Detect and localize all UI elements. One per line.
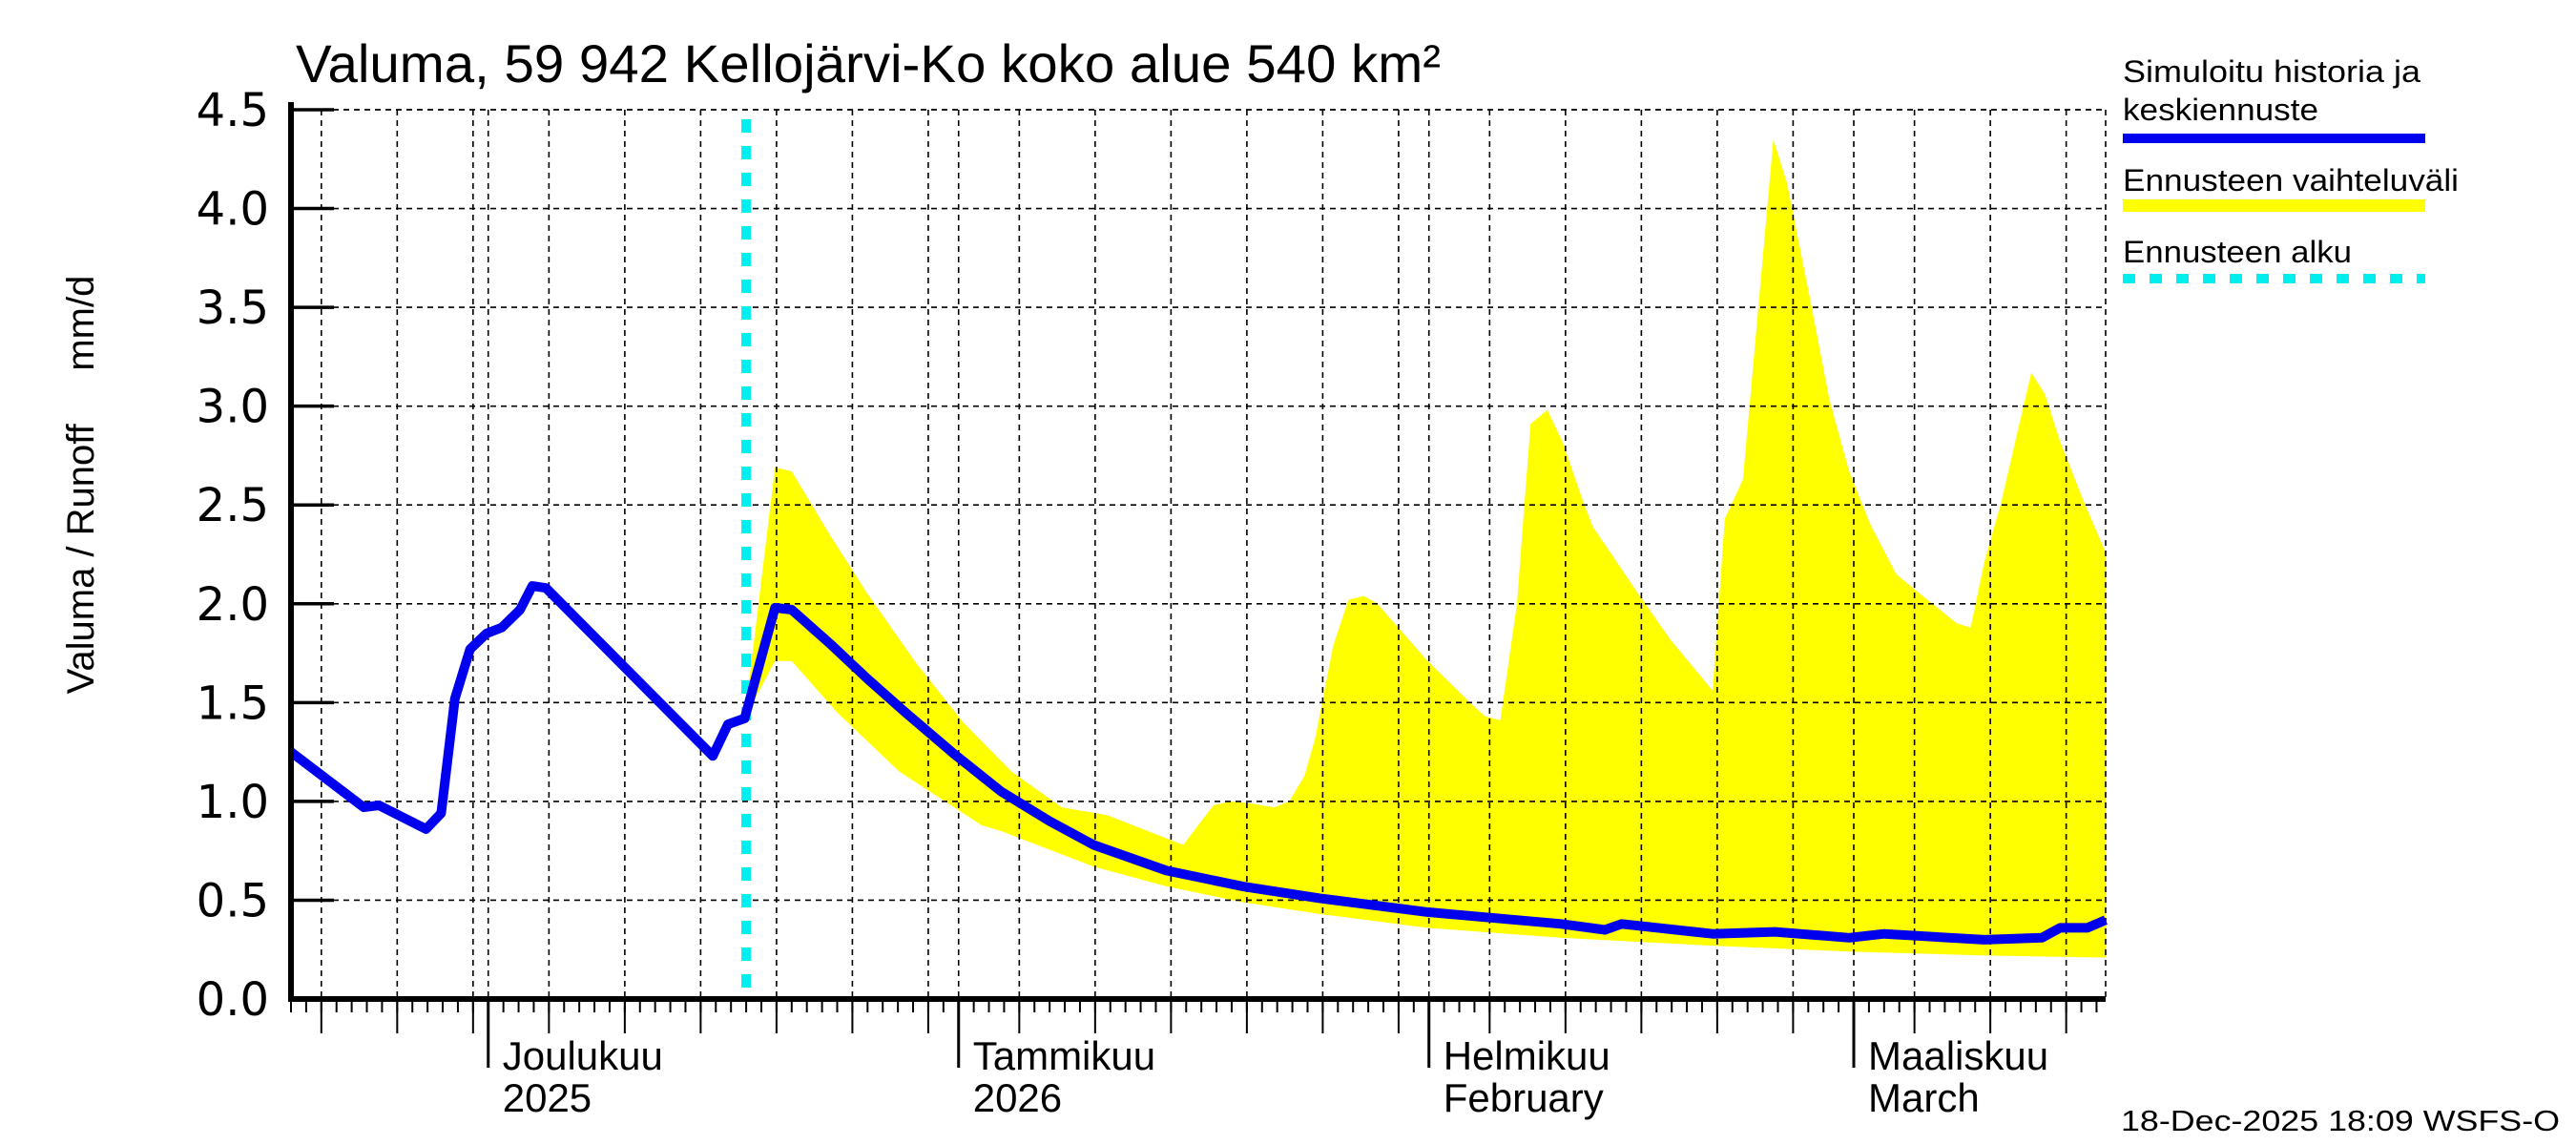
- y-tick-label: 2.5: [197, 479, 269, 532]
- year-label: 2025: [503, 1075, 592, 1120]
- year-label: 2026: [973, 1075, 1062, 1120]
- simulated-runoff-line: [287, 581, 2108, 945]
- y-tick-label: 4.0: [197, 183, 269, 237]
- year-label: March: [1868, 1075, 1980, 1120]
- y-tick-label: 1.0: [197, 776, 269, 829]
- y-tick-label: 3.0: [197, 381, 269, 434]
- forecast-range-layer: [744, 139, 2106, 958]
- chart-title: Valuma, 59 942 Kellojärvi-Ko koko alue 5…: [296, 33, 1441, 94]
- legend-swatch-range: [2123, 199, 2425, 212]
- y-tick-label: 4.5: [197, 84, 269, 137]
- month-label: Joulukuu: [503, 1033, 663, 1078]
- axes-layer: 0.00.51.01.52.02.53.03.54.04.5Joulukuu20…: [197, 84, 2106, 1120]
- series-layer: [287, 119, 2108, 999]
- year-label: February: [1444, 1075, 1604, 1120]
- legend-label-simulated-line1: Simuloitu historia ja: [2123, 54, 2420, 89]
- legend-swatch-simulated: [2123, 134, 2425, 143]
- legend-label-range: Ennusteen vaihteluväli: [2123, 163, 2459, 198]
- legend-label-forecast-start: Ennusteen alku: [2123, 235, 2352, 269]
- month-label: Helmikuu: [1444, 1033, 1610, 1078]
- y-tick-label: 2.0: [197, 578, 269, 632]
- forecast-range-band: [744, 139, 2106, 958]
- y-tick-label: 3.5: [197, 281, 269, 335]
- y-axis-label: Valuma / Runoff mm/d: [60, 276, 102, 695]
- legend: Simuloitu historia ja keskiennuste Ennus…: [2123, 54, 2459, 283]
- month-label: Tammikuu: [973, 1033, 1155, 1078]
- y-tick-label: 1.5: [197, 677, 269, 730]
- y-tick-label: 0.0: [197, 973, 269, 1027]
- grid-layer: [291, 109, 2107, 999]
- footer-timestamp: 18-Dec-2025 18:09 WSFS-O: [2121, 1104, 2560, 1137]
- month-label: Maaliskuu: [1868, 1033, 2048, 1078]
- legend-label-simulated-line2: keskiennuste: [2123, 93, 2318, 127]
- y-tick-label: 0.5: [197, 874, 269, 927]
